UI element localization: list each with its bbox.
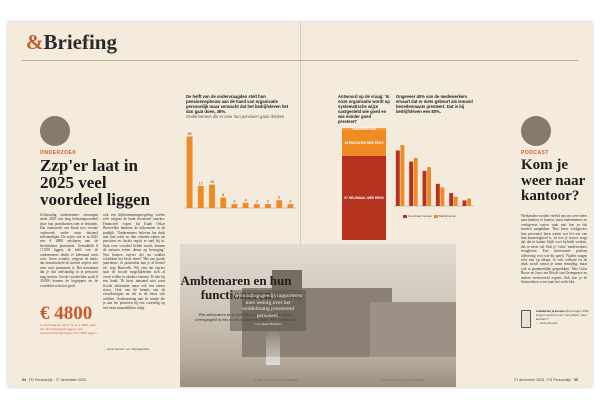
- podcast-icon: [521, 116, 551, 146]
- chart3-bar: [449, 193, 454, 206]
- chart2-segment: [342, 128, 386, 130]
- chart1-title: De helft van de ondervraagden stelt hun …: [186, 94, 294, 119]
- chart1-bar-label: 3: [256, 200, 258, 204]
- chart1-bar: [186, 136, 193, 208]
- chart1-bar: [242, 202, 249, 208]
- section-title: &Briefing: [26, 30, 117, 55]
- chart2-segment-label: 57 HELEMAAL MEE EENS: [344, 196, 383, 200]
- header-rule: [22, 60, 578, 61]
- chart1-svg: 55 17 18 8 3 4 3 3 6 3: [184, 132, 296, 209]
- chart3-bar: [409, 161, 414, 206]
- chart1-bar: [220, 197, 227, 208]
- page-fold: [300, 22, 301, 387]
- right-footer-date: 27 december 2025: [514, 378, 545, 382]
- chart3-bar: [400, 144, 405, 206]
- chart2-segment: [342, 156, 386, 240]
- chart1-bar-label: 3: [289, 200, 291, 204]
- chart1-title-text: De helft van de ondervraagden stelt hun …: [186, 94, 289, 114]
- right-footer: 27 december 2025 · FD Persoonlijk · 95: [514, 378, 578, 382]
- chart1-bar: [265, 204, 271, 208]
- section-title-text: Briefing: [43, 30, 118, 54]
- big-number: € 4800: [40, 303, 93, 324]
- chart3-bar: [435, 183, 440, 206]
- photo-water: [180, 357, 456, 387]
- chart2-title: Antwoord op de vraag: 'In onze organisat…: [338, 94, 390, 124]
- left-credit: © 2025 Het Financieele Dagblad: [254, 378, 298, 382]
- right-footer-label: FD Persoonlijk: [547, 378, 571, 382]
- legend-swatch-a: [403, 214, 407, 218]
- right-headline: Kom je weer naar kantoor?: [521, 157, 586, 204]
- chart2-segment-label: 18 ENIGSZINS MEE EENS: [345, 141, 384, 145]
- chart3-bar: [413, 157, 418, 206]
- magazine-spread: &Briefing ONDERZOEK Zzp'er laat in 2025 …: [8, 22, 592, 387]
- chart2-segment-label: 1 MISVERSTAAT: [351, 127, 376, 131]
- photo-fountain: [266, 331, 280, 365]
- chart1-bar: [276, 200, 283, 208]
- chart3-title: Ongeveer 40% van de medewerkers ervaart …: [396, 94, 473, 114]
- right-body: Werkenden worden verleid om om weer meer…: [521, 214, 587, 285]
- chart1-bar-label: 3: [233, 200, 235, 204]
- left-body-col1: Zelfstandig ondernemers ontvangen sinds …: [40, 213, 98, 288]
- left-kicker: ONDERZOEK: [40, 150, 77, 156]
- chart3-legend: Openbaar bestuur Bedrijfsleven: [403, 214, 456, 218]
- chart1-bar-label: 4: [245, 198, 247, 202]
- sidenote-title: Geluid uit je kwam: [536, 309, 564, 313]
- chart2-segment: [342, 129, 386, 156]
- right-credit: © 2025 Het Financieele Dagblad: [380, 378, 424, 382]
- left-body-col2: ook een bijbestemmingsregeling voelen zi…: [103, 213, 165, 310]
- chart1-subtitle: Ondernemers die er over hun pensioen gaa…: [186, 114, 285, 119]
- left-footer: 94 · FD Persoonlijk · 27 december 2025: [22, 378, 86, 382]
- chart3-bar: [462, 200, 467, 206]
- legend-label-b: Bedrijfsleven: [438, 214, 457, 218]
- left-signature: — Anna Koster van Wijngaarden: [103, 347, 150, 351]
- legend-label-a: Openbaar bestuur: [408, 214, 433, 218]
- chart3-svg: [394, 144, 474, 207]
- phone-illustration: [521, 310, 531, 328]
- chart3-bar: [453, 196, 458, 206]
- chart2-svg: 57 HELEMAAL MEE EENS 18 ENIGSZINS MEE EEN…: [342, 127, 386, 240]
- chart1-bar-label: 6: [278, 196, 280, 200]
- chart1-bar-label: 3: [267, 200, 269, 204]
- legend-swatch-b: [433, 214, 438, 218]
- right-kicker: PODCAST: [521, 150, 549, 156]
- right-sidenote: Geluid uit je kwam afleveringen 'Hoe kri…: [536, 309, 590, 325]
- left-headline: Zzp'er laat in 2025 veel voordeel liggen: [40, 156, 151, 209]
- sidenote-signature: — Julia Dronez: [536, 321, 558, 326]
- chart1-bar: [197, 185, 204, 208]
- left-page-number: 94: [22, 378, 26, 382]
- chart1-bar-label: 8: [222, 193, 224, 197]
- photo-building-right: [370, 302, 456, 362]
- chart1-bar: [287, 204, 294, 208]
- chart1-bar: [231, 204, 238, 208]
- chart3-bar: [427, 167, 431, 206]
- sidenote-body: afleveringen 'Hoe krijg je mensen weer m…: [536, 309, 589, 322]
- left-footer-date: 27 december 2025: [55, 378, 86, 382]
- feature-quote: Verhoudingsgewijs rapporteren men weinig…: [230, 290, 306, 331]
- right-page-number: 95: [574, 378, 578, 382]
- chart3-bar: [395, 150, 400, 206]
- chart3-bar: [440, 187, 445, 206]
- chart1-bar-label: 55: [188, 132, 192, 136]
- chart1-bar: [253, 204, 260, 208]
- feature-quote-attr: Cees Ruud Huiberts: [254, 322, 282, 326]
- chart1-bar-label: 18: [210, 180, 214, 184]
- left-footer-label: FD Persoonlijk: [29, 378, 53, 382]
- feature-quote-text: Verhoudingsgewijs rapporteren men weinig…: [233, 293, 303, 319]
- big-number-caption: is 2025 laat de zzp'er nu te 4 4800 nett…: [40, 323, 97, 336]
- chart1-bar: [209, 184, 215, 208]
- chart1-bar-label: 17: [199, 181, 203, 185]
- chart3-bar: [422, 170, 427, 206]
- section-ampersand: &: [26, 30, 44, 54]
- onderzoek-icon: [40, 116, 70, 146]
- chart3-bar: [467, 198, 471, 206]
